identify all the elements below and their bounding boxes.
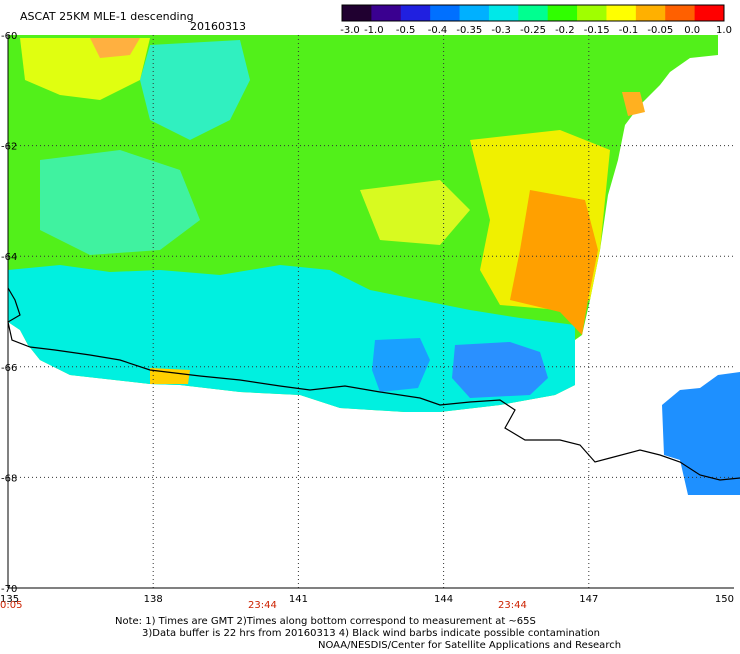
- colorbar-swatch: [635, 5, 666, 21]
- colorbar-swatch: [430, 5, 461, 21]
- graticule: [8, 35, 734, 588]
- latitude-tick-label: -64: [1, 252, 17, 263]
- time-label-start: 0:05: [0, 600, 22, 611]
- longitude-tick-label: 144: [434, 594, 453, 605]
- latitude-tick-label: -62: [1, 142, 17, 153]
- longitude-tick-label: 138: [144, 594, 163, 605]
- latitude-tick-label: -70: [1, 584, 17, 595]
- colorbar-label: -3.0: [340, 25, 360, 36]
- colorbar-label: -0.2: [555, 25, 575, 36]
- mle-data-field: [8, 35, 740, 495]
- colorbar-swatch: [400, 5, 431, 21]
- colorbar-label: -0.3: [491, 25, 511, 36]
- longitude-tick-label: 147: [579, 594, 598, 605]
- colorbar-label: -0.25: [520, 25, 546, 36]
- note-line-3: NOAA/NESDIS/Center for Satellite Applica…: [318, 640, 621, 650]
- swath-orange-east: [510, 190, 598, 335]
- colorbar-swatch: [518, 5, 549, 21]
- swath-yellow-coastal: [150, 368, 190, 384]
- longitude-labels: 135 138 141 144 147 150: [0, 594, 734, 605]
- swath-cyan-region: [8, 265, 575, 412]
- time-label-middle: 23:44: [248, 600, 277, 611]
- latitude-tick-label: -60: [1, 31, 17, 42]
- colorbar-swatch: [488, 5, 519, 21]
- swath-cyan-northwest: [140, 40, 250, 140]
- longitude-tick-label: 141: [289, 594, 308, 605]
- note-line-1: Note: 1) Times are GMT 2)Times along bot…: [115, 616, 536, 627]
- swath-blue-pocket-1: [372, 338, 430, 392]
- colorbar-frame: [341, 4, 725, 22]
- latitude-tick-label: -68: [1, 473, 17, 484]
- map-title: ASCAT 25KM MLE-1 descending: [20, 10, 194, 23]
- swath-yellow-center: [360, 180, 470, 245]
- colorbar-label: 0.0: [684, 25, 700, 36]
- colorbar-swatch: [459, 5, 490, 21]
- colorbar-label: -0.35: [456, 25, 482, 36]
- longitude-tick-label: 135: [0, 594, 19, 605]
- colorbar-label: -1.0: [364, 25, 384, 36]
- latitude-labels: -60 -62 -64 -66 -68 -70: [1, 31, 17, 595]
- colorbar-label: -0.05: [647, 25, 673, 36]
- colorbar-label: -0.1: [619, 25, 639, 36]
- swath-cyan-west: [40, 150, 200, 255]
- colorbar-swatch: [547, 5, 578, 21]
- coastline: [7, 287, 740, 481]
- colorbar-label: -0.5: [396, 25, 416, 36]
- colorbar-swatch: [371, 5, 402, 21]
- colorbar-swatch: [606, 5, 637, 21]
- colorbar-swatch: [665, 5, 696, 21]
- longitude-tick-label: 150: [715, 594, 734, 605]
- colorbar-label: 1.0: [716, 25, 732, 36]
- swath-orange-northwest: [90, 38, 140, 58]
- swath-east-blue-patch: [662, 372, 740, 495]
- swath-orange-northeast: [622, 92, 645, 116]
- swath-blue-pocket-2: [452, 342, 548, 398]
- colorbar: -3.0 -1.0 -0.5 -0.4 -0.35 -0.3 -0.25 -0.2 -0.15-…: [340, 4, 732, 36]
- colorbar-swatch: [342, 5, 372, 21]
- time-label-end: 23:44: [498, 600, 527, 611]
- latitude-tick-label: -66: [1, 363, 17, 374]
- note-line-2: 3)Data buffer is 22 hrs from 20160313 4)…: [142, 628, 600, 639]
- colorbar-label: -0.4: [428, 25, 448, 36]
- colorbar-swatch: [694, 5, 725, 21]
- map-date: 20160313: [190, 20, 246, 33]
- colorbar-label: -0.15: [584, 25, 610, 36]
- colorbar-swatch: [577, 5, 607, 21]
